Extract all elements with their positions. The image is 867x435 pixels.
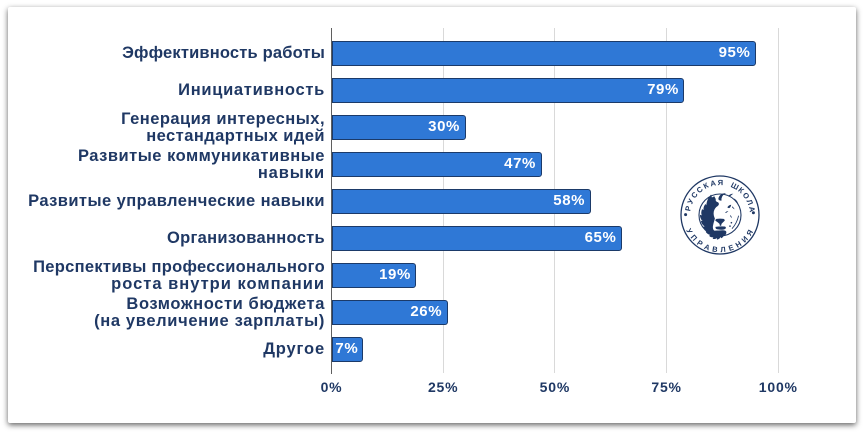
svg-text:А: А [702, 242, 711, 253]
svg-text:С: С [689, 189, 700, 199]
svg-text:О: О [740, 190, 751, 200]
svg-text:Я: Я [717, 178, 723, 187]
svg-text:К: К [702, 180, 710, 190]
svg-text:В: В [711, 244, 718, 254]
svg-text:П: П [688, 233, 698, 243]
svg-text:К: К [736, 185, 746, 195]
svg-text:А: А [709, 178, 717, 188]
svg-text:Л: Л [744, 198, 754, 206]
svg-text:У: У [685, 197, 695, 205]
svg-text:Е: Е [727, 243, 735, 253]
svg-text:У: У [684, 227, 694, 236]
svg-text:Я: Я [744, 228, 754, 237]
svg-text:А: А [747, 206, 757, 213]
svg-text:Р: Р [683, 205, 693, 212]
svg-text:Л: Л [720, 245, 726, 254]
svg-text:Н: Н [733, 239, 742, 250]
svg-text:Ш: Ш [729, 180, 740, 192]
svg-text:С: С [694, 184, 704, 195]
svg-text:И: И [739, 234, 749, 244]
svg-text:Р: Р [695, 238, 704, 248]
